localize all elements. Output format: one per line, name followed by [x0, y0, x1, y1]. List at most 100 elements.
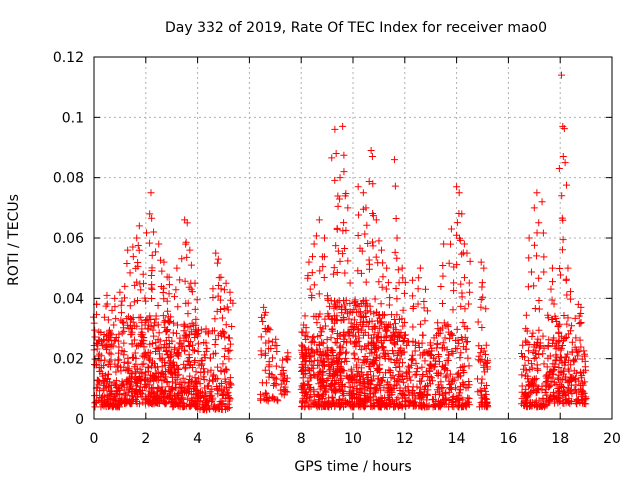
- data-point: [363, 221, 371, 229]
- data-point: [449, 306, 457, 314]
- data-point: [306, 285, 314, 293]
- data-point: [452, 397, 460, 405]
- x-tick-label: 16: [499, 431, 517, 447]
- data-point: [560, 311, 568, 319]
- ticks-layer: 0 2 4 6 8 10 12 14 16 18 20 0 0.02 0.04 0.06 0.08 0.1 0.1…: [53, 50, 621, 447]
- data-point: [440, 319, 448, 327]
- data-point: [475, 352, 483, 360]
- data-point: [564, 379, 572, 387]
- data-point: [572, 399, 580, 407]
- data-point: [124, 359, 132, 367]
- data-point: [558, 246, 566, 254]
- data-point: [319, 367, 327, 375]
- data-point: [105, 349, 113, 357]
- data-point: [329, 347, 337, 355]
- data-point: [278, 363, 286, 371]
- data-point: [307, 338, 315, 346]
- data-point: [299, 342, 307, 350]
- data-point: [315, 216, 323, 224]
- data-point: [148, 264, 156, 272]
- data-point: [191, 357, 199, 365]
- x-tick-label: 4: [193, 431, 202, 447]
- data-point: [222, 279, 230, 287]
- data-point: [377, 300, 385, 308]
- data-point: [523, 327, 531, 335]
- data-point: [186, 246, 194, 254]
- data-point: [405, 368, 413, 376]
- data-point: [421, 317, 429, 325]
- data-point: [128, 324, 136, 332]
- data-point: [279, 366, 287, 374]
- x-tick-label: 6: [245, 431, 254, 447]
- data-point: [175, 389, 183, 397]
- data-point: [350, 387, 358, 395]
- data-point: [129, 314, 137, 322]
- data-point: [448, 394, 456, 402]
- data-point: [434, 369, 442, 377]
- data-point: [163, 297, 171, 305]
- data-point: [477, 303, 485, 311]
- data-point: [525, 347, 533, 355]
- data-point: [452, 336, 460, 344]
- grid-layer: [94, 57, 612, 419]
- data-point: [435, 388, 443, 396]
- data-point: [315, 341, 323, 349]
- data-point: [196, 392, 204, 400]
- data-point: [577, 318, 585, 326]
- data-point: [321, 315, 329, 323]
- data-point: [418, 363, 426, 371]
- data-point: [203, 406, 210, 414]
- data-point: [346, 308, 354, 316]
- data-point: [317, 356, 325, 364]
- data-point: [447, 385, 455, 393]
- data-point: [341, 358, 349, 366]
- data-point: [161, 358, 169, 366]
- data-point: [382, 350, 390, 358]
- data-point: [218, 314, 226, 322]
- data-point: [134, 262, 142, 270]
- data-point: [555, 398, 563, 406]
- data-point: [261, 389, 269, 397]
- data-point: [402, 403, 410, 411]
- data-point: [325, 361, 333, 369]
- data-point: [304, 272, 312, 280]
- data-point: [93, 345, 101, 353]
- data-point: [462, 345, 470, 353]
- data-point: [356, 342, 364, 350]
- data-point: [409, 337, 417, 345]
- data-point: [387, 400, 395, 408]
- data-point: [134, 341, 142, 349]
- data-point: [372, 387, 380, 395]
- data-point: [548, 316, 556, 323]
- data-point: [533, 252, 541, 260]
- data-point: [450, 279, 458, 287]
- data-point: [529, 329, 537, 337]
- data-point: [427, 360, 435, 368]
- data-point: [209, 396, 217, 404]
- data-point: [530, 282, 538, 290]
- data-point: [102, 302, 110, 310]
- data-point: [439, 272, 447, 280]
- data-point: [333, 224, 341, 232]
- data-point: [165, 273, 173, 281]
- data-point: [416, 384, 424, 392]
- data-point: [305, 353, 313, 361]
- data-point: [221, 375, 229, 383]
- data-point: [331, 125, 339, 133]
- data-point: [563, 181, 571, 189]
- x-tick-label: 8: [297, 431, 306, 447]
- data-point: [398, 315, 406, 323]
- data-point: [182, 334, 190, 342]
- data-point: [128, 354, 136, 362]
- data-point: [165, 281, 173, 289]
- data-point: [435, 330, 443, 338]
- data-point: [430, 354, 438, 362]
- data-point: [455, 402, 463, 410]
- data-point: [570, 374, 578, 382]
- data-point: [217, 306, 225, 314]
- data-point: [104, 382, 112, 390]
- data-point: [180, 399, 188, 407]
- data-point: [560, 388, 568, 396]
- data-point: [356, 386, 364, 394]
- data-point: [481, 358, 489, 366]
